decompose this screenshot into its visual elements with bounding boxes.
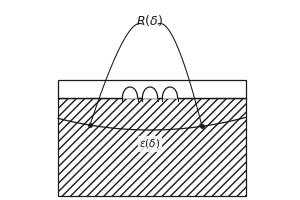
Polygon shape <box>162 87 178 98</box>
Text: $\varepsilon(\delta)$: $\varepsilon(\delta)$ <box>140 138 160 150</box>
Polygon shape <box>142 87 158 98</box>
Polygon shape <box>122 87 138 98</box>
Bar <box>58 98 246 196</box>
Bar <box>58 80 246 98</box>
Text: $R(\delta)$: $R(\delta)$ <box>136 12 164 27</box>
